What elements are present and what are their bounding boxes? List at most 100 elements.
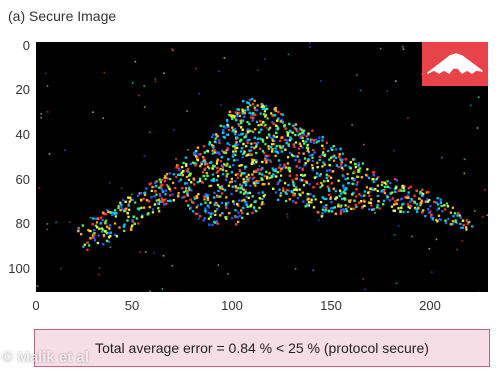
speckle-point	[141, 214, 144, 217]
speckle-point	[119, 209, 122, 212]
speckle-point	[342, 186, 345, 190]
speckle-point	[439, 201, 442, 204]
speckle-point	[389, 181, 392, 185]
speckle-point	[330, 156, 333, 159]
speckle-point	[307, 158, 310, 161]
speckle-point	[288, 122, 291, 126]
speckle-point	[239, 191, 242, 194]
speckle-point	[355, 205, 358, 208]
speckle-point	[228, 181, 232, 184]
speckle-point	[87, 228, 90, 232]
speckle-point	[410, 198, 413, 201]
speckle-point	[246, 128, 249, 131]
speckle-point	[204, 177, 207, 181]
speckle-point	[178, 173, 181, 176]
speckle-point	[352, 178, 355, 182]
speckle-point	[108, 227, 111, 230]
speckle-point	[337, 179, 340, 182]
noise-point	[411, 235, 413, 238]
speckle-point	[206, 196, 209, 199]
noise-point	[102, 117, 104, 119]
speckle-point	[174, 186, 177, 190]
noise-point	[461, 240, 464, 242]
speckle-point	[324, 210, 327, 213]
speckle-point	[182, 191, 186, 194]
speckle-point	[197, 153, 200, 156]
speckle-point	[246, 106, 249, 109]
noise-point	[175, 158, 177, 160]
speckle-point	[252, 176, 255, 179]
speckle-point	[215, 220, 218, 223]
speckle-point	[241, 128, 244, 131]
speckle-point	[240, 133, 243, 136]
speckle-point	[316, 166, 319, 169]
speckle-point	[301, 191, 304, 194]
speckle-point	[245, 154, 248, 157]
speckle-point	[175, 175, 178, 179]
speckle-point	[321, 139, 324, 142]
noise-point	[308, 42, 311, 44]
speckle-point	[77, 230, 80, 233]
speckle-point	[322, 151, 325, 154]
noise-point	[143, 85, 145, 87]
speckle-point	[144, 191, 147, 194]
speckle-point	[279, 169, 282, 173]
speckle-point	[427, 208, 430, 211]
speckle-point	[284, 182, 287, 185]
speckle-point	[233, 202, 236, 206]
speckle-point	[228, 128, 231, 132]
speckle-point	[234, 147, 237, 150]
speckle-point	[251, 119, 254, 122]
speckle-point	[160, 186, 163, 189]
speckle-point	[245, 145, 248, 148]
speckle-point	[324, 208, 327, 211]
noise-point	[109, 246, 112, 249]
speckle-point	[315, 138, 318, 141]
speckle-point	[234, 130, 237, 133]
speckle-point	[382, 199, 386, 202]
speckle-point	[216, 166, 219, 169]
speckle-point	[340, 162, 343, 165]
speckle-point	[344, 207, 348, 211]
speckle-point	[246, 139, 249, 142]
speckle-point	[458, 214, 461, 217]
speckle-point	[250, 162, 253, 165]
speckle-point	[340, 192, 343, 195]
speckle-point	[292, 124, 295, 127]
speckle-point	[220, 201, 224, 204]
speckle-point	[83, 243, 86, 246]
speckle-point	[96, 241, 99, 245]
speckle-point	[124, 200, 127, 203]
speckle-point	[251, 113, 254, 116]
speckle-point	[138, 207, 141, 210]
speckle-point	[383, 191, 386, 195]
speckle-point	[267, 154, 270, 157]
y-tick-label: 40	[15, 127, 30, 142]
noise-point	[393, 234, 396, 236]
speckle-point	[124, 209, 128, 212]
speckle-point	[212, 146, 215, 149]
speckle-point	[216, 222, 219, 225]
speckle-point	[331, 155, 335, 158]
speckle-point	[305, 135, 308, 138]
speckle-point	[220, 156, 223, 159]
speckle-point	[421, 211, 424, 214]
speckle-point	[302, 133, 305, 136]
speckle-point	[200, 162, 203, 166]
speckle-point	[248, 152, 252, 156]
x-tick-label: 50	[124, 298, 140, 313]
speckle-point	[261, 183, 264, 186]
speckle-point	[159, 200, 162, 203]
speckle-point	[449, 223, 452, 226]
speckle-point	[236, 203, 239, 206]
speckle-point	[105, 239, 109, 242]
speckle-point	[148, 183, 151, 186]
speckle-point	[348, 166, 351, 169]
speckle-point	[422, 209, 425, 212]
speckle-point	[278, 145, 281, 148]
speckle-point	[337, 205, 340, 208]
speckle-point	[234, 215, 237, 218]
speckle-point	[140, 206, 143, 209]
speckle-point	[207, 206, 210, 209]
speckle-point	[169, 199, 172, 202]
